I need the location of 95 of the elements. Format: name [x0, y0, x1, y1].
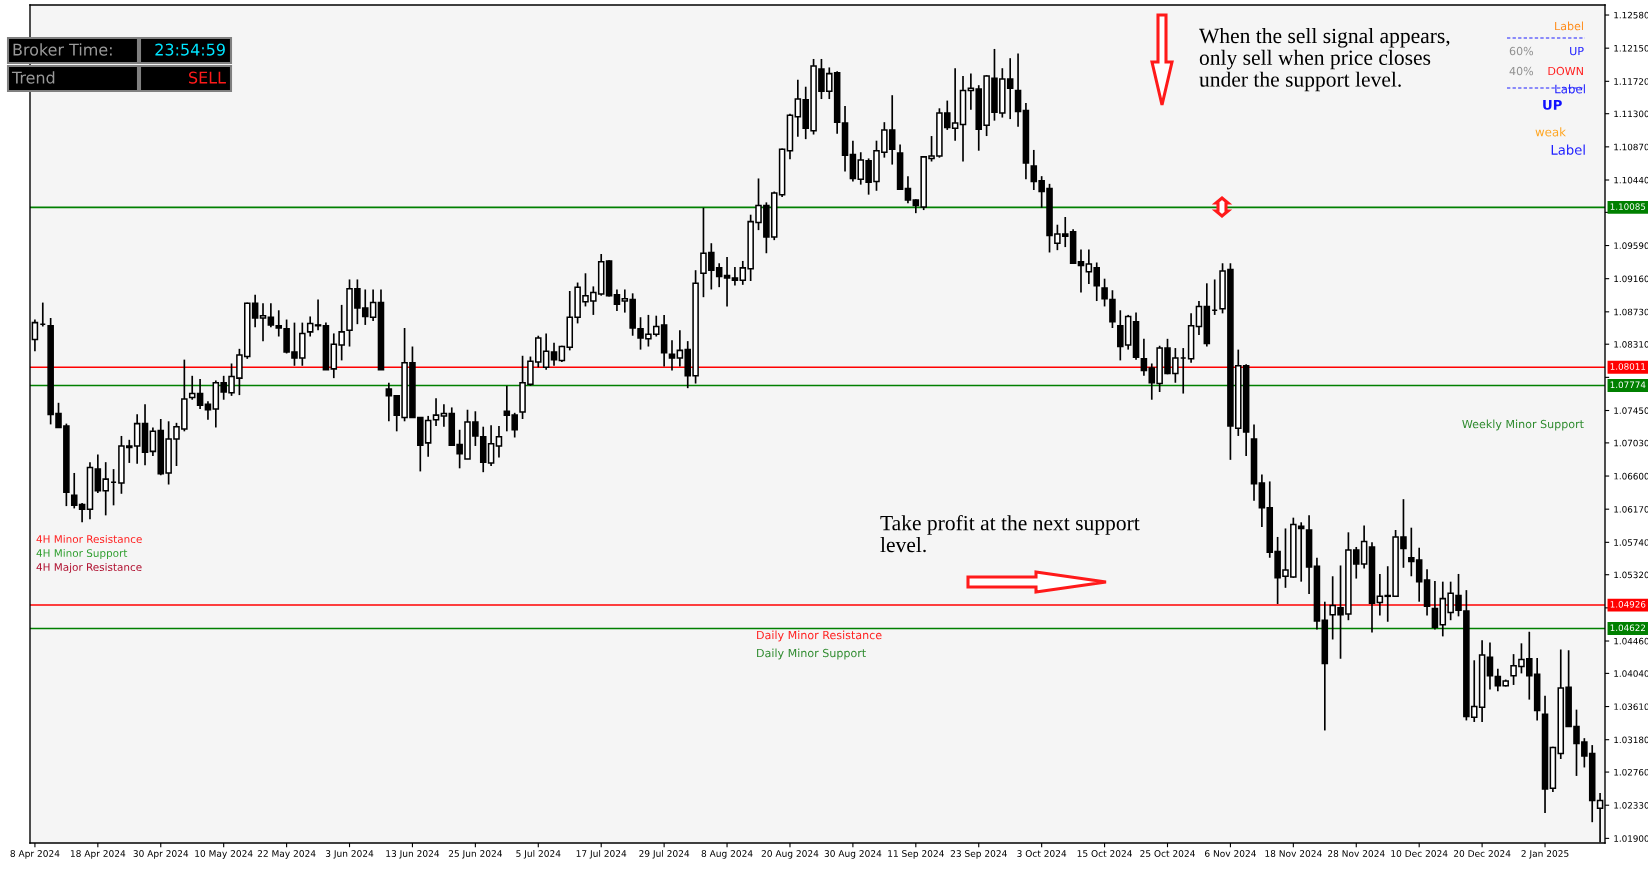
- candlestick: [668, 339, 676, 372]
- candlestick: [188, 374, 196, 401]
- y-tick-label: 1.02760: [1614, 768, 1648, 776]
- candlestick: [306, 315, 314, 338]
- candlestick: [1431, 580, 1439, 631]
- y-tick-label: 1.08730: [1614, 308, 1648, 316]
- x-tick-label: 29 Jul 2024: [639, 849, 690, 859]
- candlestick: [613, 288, 621, 312]
- x-tick-label: 5 Jul 2024: [516, 849, 561, 859]
- x-tick-label: 20 Aug 2024: [761, 850, 819, 859]
- annotation: Take profit at the next support level.: [880, 515, 1140, 553]
- x-tick-label: 30 Aug 2024: [824, 850, 882, 859]
- y-tick-label: 1.06170: [1614, 506, 1648, 513]
- x-tick-label: 30 Apr 2024: [133, 850, 189, 859]
- candlestick: [1014, 52, 1022, 128]
- x-tick-label: 3 Jun 2024: [325, 850, 374, 859]
- y-tick-label: 1.06600: [1614, 472, 1648, 480]
- x-tick-label: 8 Apr 2024: [10, 850, 60, 859]
- annotation: UP: [1570, 46, 1584, 56]
- annotation: 4H Minor Resistance: [36, 534, 142, 544]
- y-tick-label: 1.07450: [1614, 407, 1648, 414]
- y-tick-label: 1.02330: [1614, 802, 1648, 809]
- candlestick: [495, 425, 503, 459]
- x-tick-label: 8 Aug 2024: [701, 850, 753, 859]
- candlestick: [204, 400, 212, 421]
- candlestick: [259, 302, 267, 342]
- annotation: When the sell signal appears, only sell when price closes under the support level.: [1199, 28, 1450, 92]
- x-tick-label: 3 Oct 2024: [1017, 850, 1067, 857]
- x-tick-label: 28 Nov 2024: [1328, 850, 1385, 857]
- y-tick-label: 1.07030: [1614, 439, 1648, 447]
- x-tick-label: 13 Jun 2024: [386, 850, 440, 859]
- annotation: Label: [1555, 21, 1583, 31]
- x-tick-label: 17 Jul 2024: [576, 849, 627, 859]
- y-tick-label: 1.03180: [1614, 736, 1648, 744]
- x-tick-label: 15 Oct 2024: [1077, 850, 1132, 857]
- annotation: SELL: [189, 71, 226, 84]
- annotation: DOWN: [1548, 66, 1583, 76]
- candlestick: [432, 397, 440, 427]
- x-tick-label: 25 Jun 2024: [448, 850, 503, 859]
- y-tick-label: 1.12580: [1614, 11, 1648, 19]
- annotation: 4H Minor Support: [36, 548, 128, 560]
- x-tick-label: 22 May 2024: [257, 850, 316, 859]
- annotation: 40%: [1509, 66, 1534, 76]
- y-tick-label: 1.09160: [1614, 275, 1648, 283]
- annotation: UP: [1543, 100, 1562, 110]
- annotation: 60%: [1509, 46, 1534, 56]
- annotation: weak: [1535, 127, 1566, 137]
- candlestick: [731, 266, 739, 287]
- candlestick: [1486, 641, 1494, 691]
- candlestick: [196, 378, 204, 410]
- candlestick: [904, 175, 912, 204]
- x-tick-label: 10 Dec 2024: [1391, 850, 1448, 857]
- x-tick-label: 2 Jan 2025: [1521, 850, 1569, 859]
- annotation: Weekly Minor Support: [1462, 419, 1584, 431]
- candlestick: [1195, 300, 1203, 336]
- annotation: 4H Major Resistance: [36, 562, 142, 574]
- y-tick-label: 1.12150: [1614, 45, 1648, 52]
- ref-line-label: 1.04622: [1610, 624, 1646, 632]
- y-tick-label: 1.10870: [1614, 143, 1648, 151]
- x-tick-label: 18 Apr 2024: [70, 850, 126, 859]
- y-tick-label: 1.05740: [1614, 539, 1648, 546]
- x-tick-label: 23 Sep 2024: [950, 850, 1007, 859]
- candlestick: [723, 256, 731, 308]
- y-tick-label: 1.03610: [1614, 703, 1648, 710]
- y-tick-label: 1.08310: [1614, 341, 1648, 348]
- y-tick-label: 1.01900: [1614, 835, 1648, 842]
- x-tick-label: 11 Sep 2024: [888, 850, 944, 859]
- candlestick: [1109, 289, 1116, 329]
- annotation: 23:54:59: [155, 43, 225, 56]
- candlestick: [550, 341, 558, 367]
- annotation: Daily Minor Support: [757, 648, 866, 660]
- y-tick-label: 1.11720: [1614, 78, 1648, 85]
- y-tick-label: 1.11300: [1614, 110, 1648, 118]
- y-tick-label: 1.10440: [1614, 176, 1648, 184]
- y-tick-label: 1.04040: [1614, 670, 1648, 677]
- annotation: Label: [1551, 144, 1585, 155]
- y-tick-label: 1.05320: [1614, 571, 1648, 579]
- x-tick-label: 25 Oct 2024: [1140, 850, 1195, 857]
- candlestick: [1077, 248, 1085, 294]
- ref-line-label: 1.10085: [1610, 203, 1646, 210]
- candlestick: [1101, 277, 1108, 308]
- y-tick-label: 1.09590: [1614, 242, 1648, 249]
- annotation: Trend: [11, 71, 55, 84]
- y-tick-label: 1.04460: [1614, 637, 1648, 645]
- annotation: Daily Minor Resistance: [757, 630, 882, 642]
- x-tick-label: 20 Dec 2024: [1453, 850, 1511, 857]
- x-tick-label: 18 Nov 2024: [1265, 850, 1322, 857]
- x-tick-label: 6 Nov 2024: [1205, 850, 1256, 857]
- ref-line-label: 1.04926: [1610, 601, 1646, 608]
- ref-line-label: 1.08011: [1610, 363, 1646, 370]
- x-tick-label: 10 May 2024: [195, 850, 253, 859]
- candlestick: [314, 298, 322, 332]
- ref-line-label: 1.07774: [1610, 381, 1646, 389]
- annotation: Label: [1555, 84, 1585, 94]
- annotation: Broker Time:: [13, 43, 112, 56]
